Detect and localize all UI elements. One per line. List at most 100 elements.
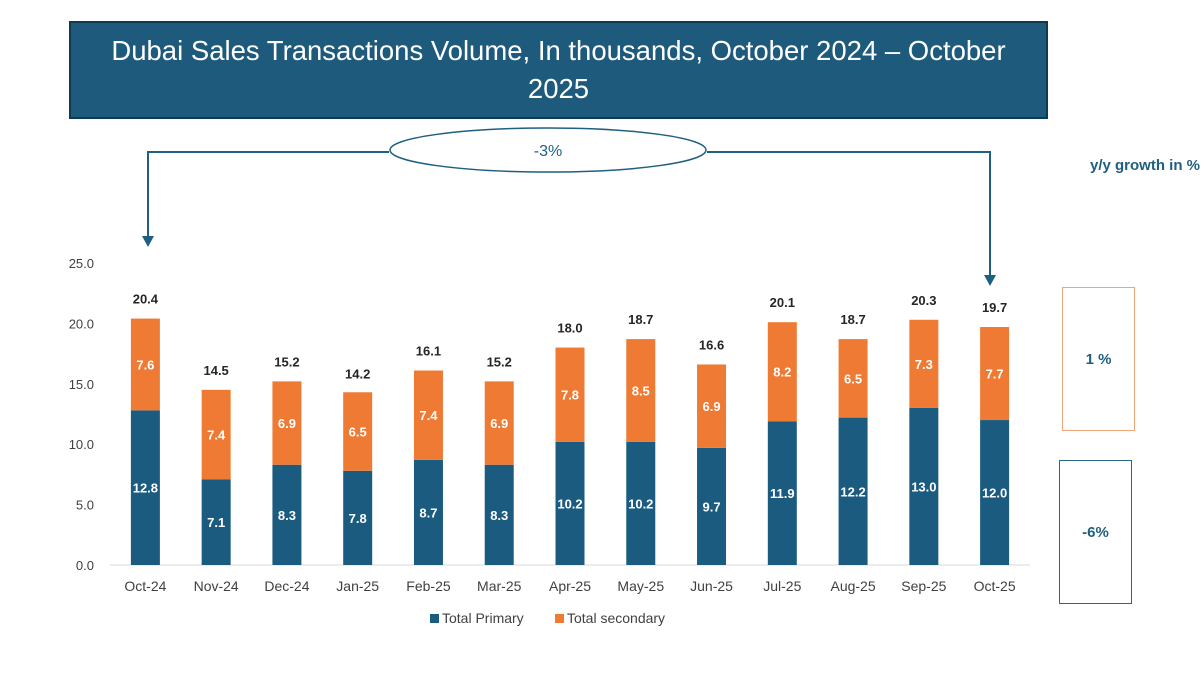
bar-secondary	[343, 392, 373, 471]
y-tick-label: 25.0	[69, 256, 94, 271]
data-label-secondary: 6.5	[349, 425, 367, 440]
bar-secondary	[980, 327, 1010, 421]
data-label-primary: 8.3	[278, 508, 296, 523]
bar-primary	[272, 464, 302, 565]
data-label-primary: 7.1	[207, 515, 225, 530]
growth-header: y/y growth in %	[1089, 157, 1200, 174]
annotation-layer: -3%	[142, 127, 996, 286]
bar-primary	[909, 407, 939, 565]
data-label-total: 15.2	[274, 354, 299, 369]
bar-secondary	[767, 322, 797, 422]
bar-secondary	[413, 370, 443, 460]
right-arrow-head	[984, 275, 996, 286]
left-arrow-head	[142, 236, 154, 247]
data-label-total: 16.6	[699, 337, 724, 352]
chart-title-banner: Dubai Sales Transactions Volume, In thou…	[69, 21, 1048, 119]
legend-label: Total Primary	[442, 610, 524, 626]
x-tick-label: Jun-25	[690, 578, 733, 594]
bar-primary	[697, 447, 727, 565]
legend-label: Total secondary	[567, 610, 665, 626]
legend-swatch	[430, 614, 439, 623]
data-label-total: 20.3	[911, 293, 936, 308]
bar-primary	[484, 464, 514, 565]
x-tick-label: Apr-25	[549, 578, 591, 594]
data-label-primary: 12.8	[133, 481, 158, 496]
data-label-total: 20.4	[133, 292, 159, 307]
legend-swatch	[555, 614, 564, 623]
left-bracket-line	[147, 151, 389, 238]
bar-secondary	[130, 318, 160, 411]
chart-title: Dubai Sales Transactions Volume, In thou…	[111, 35, 1006, 104]
data-label-primary: 11.9	[770, 486, 795, 501]
data-label-total: 14.5	[203, 363, 228, 378]
x-tick-label: Oct-25	[974, 578, 1016, 594]
legend: Total Primary Total secondary	[430, 610, 665, 626]
data-label-total: 19.7	[982, 300, 1007, 315]
data-label-primary: 12.0	[982, 486, 1007, 501]
y-tick-label: 20.0	[69, 316, 94, 331]
overall-change-ellipse	[389, 127, 707, 173]
bar-primary	[201, 479, 231, 565]
data-label-secondary: 6.9	[490, 416, 508, 431]
bar-primary	[626, 441, 656, 565]
growth-box-secondary: 1 %	[1062, 287, 1135, 431]
bar-secondary	[909, 319, 939, 408]
x-tick-label: Mar-25	[477, 578, 522, 594]
bar-secondary	[626, 339, 656, 442]
data-label-secondary: 7.4	[419, 408, 438, 423]
x-tick-label: Dec-24	[264, 578, 309, 594]
x-tick-label: Jul-25	[763, 578, 801, 594]
bar-secondary	[697, 364, 727, 448]
y-tick-label: 0.0	[76, 558, 94, 573]
data-label-primary: 10.2	[557, 496, 582, 511]
data-label-primary: 7.8	[349, 511, 367, 526]
data-label-total: 18.0	[557, 321, 582, 336]
data-label-secondary: 7.4	[207, 428, 226, 443]
bar-primary	[555, 441, 585, 565]
x-tick-label: May-25	[617, 578, 664, 594]
growth-primary-value: -6%	[1082, 523, 1109, 541]
x-tick-label: Nov-24	[194, 578, 239, 594]
data-label-primary: 13.0	[911, 479, 936, 494]
data-label-secondary: 7.7	[986, 367, 1004, 382]
bar-secondary	[555, 347, 585, 442]
bar-secondary	[272, 381, 302, 465]
data-label-primary: 8.7	[419, 505, 437, 520]
growth-box-primary: -6%	[1059, 460, 1132, 604]
data-label-secondary: 6.9	[702, 399, 720, 414]
bar-primary	[980, 420, 1010, 565]
bar-secondary	[484, 381, 514, 465]
data-label-total: 18.7	[628, 312, 653, 327]
data-label-secondary: 6.9	[278, 416, 296, 431]
x-tick-label: Jan-25	[336, 578, 379, 594]
bar-secondary	[838, 339, 868, 418]
data-label-total: 15.2	[487, 354, 512, 369]
data-label-secondary: 6.5	[844, 371, 862, 386]
data-label-primary: 12.2	[840, 484, 865, 499]
data-label-primary: 8.3	[490, 508, 508, 523]
overall-change-label: -3%	[534, 143, 562, 160]
bar-primary	[130, 410, 160, 565]
data-label-primary: 9.7	[702, 499, 720, 514]
data-label-secondary: 8.2	[773, 365, 791, 380]
data-label-secondary: 8.5	[632, 383, 650, 398]
y-tick-label: 15.0	[69, 377, 94, 392]
data-label-total: 18.7	[840, 312, 865, 327]
growth-secondary-value: 1 %	[1085, 350, 1112, 368]
x-tick-label: Aug-25	[830, 578, 875, 594]
right-bracket-line	[707, 151, 991, 277]
bars: 12.8 7.6 20.4 7.1 7.4 14.5 8.3 6.9 15.2 7.8 6.5 14.…	[130, 292, 1010, 565]
bar-primary	[767, 421, 797, 565]
data-label-total: 16.1	[416, 344, 441, 359]
x-tick-label: Feb-25	[406, 578, 451, 594]
bar-primary	[343, 470, 373, 565]
bar-primary	[838, 417, 868, 565]
x-tick-label: Sep-25	[901, 578, 946, 594]
x-tick-label: Oct-24	[124, 578, 166, 594]
data-label-secondary: 7.8	[561, 388, 579, 403]
bar-secondary	[201, 389, 231, 480]
data-label-secondary: 7.6	[136, 357, 154, 372]
bar-primary	[413, 459, 443, 565]
data-label-secondary: 7.3	[915, 357, 933, 372]
